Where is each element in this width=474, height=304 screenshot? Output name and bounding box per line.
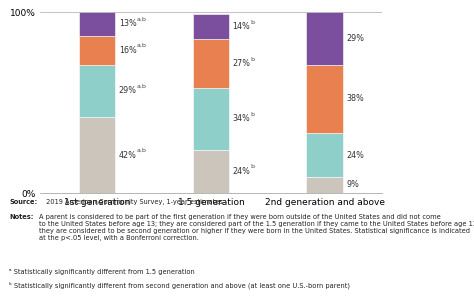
Text: 27%: 27% bbox=[233, 59, 251, 68]
Text: 24%: 24% bbox=[346, 150, 364, 160]
Text: ᵃ Statistically significantly different from 1.5 generation: ᵃ Statistically significantly different … bbox=[9, 269, 195, 275]
Bar bbox=[193, 39, 229, 88]
Text: 13%: 13% bbox=[119, 19, 137, 28]
Text: 2019 American Community Survey, 1-year estimates: 2019 American Community Survey, 1-year e… bbox=[44, 199, 222, 205]
Text: b: b bbox=[250, 57, 254, 62]
Text: b: b bbox=[250, 164, 254, 169]
Bar bbox=[307, 12, 343, 65]
Text: 9%: 9% bbox=[346, 180, 359, 189]
Text: 14%: 14% bbox=[233, 22, 250, 31]
Text: Source:: Source: bbox=[9, 199, 38, 205]
Text: ᵇ Statistically significantly different from second generation and above (at lea: ᵇ Statistically significantly different … bbox=[9, 281, 350, 289]
Text: 34%: 34% bbox=[233, 114, 250, 123]
Text: b: b bbox=[250, 112, 254, 117]
Text: A parent is considered to be part of the first generation if they were born outs: A parent is considered to be part of the… bbox=[39, 214, 474, 241]
Bar bbox=[307, 65, 343, 133]
Text: a,b: a,b bbox=[137, 148, 146, 153]
Bar bbox=[193, 88, 229, 150]
Text: 29%: 29% bbox=[346, 34, 365, 43]
Bar bbox=[193, 150, 229, 193]
Text: 24%: 24% bbox=[233, 167, 250, 176]
Text: a,b: a,b bbox=[137, 17, 146, 22]
Text: 16%: 16% bbox=[119, 46, 137, 55]
Bar bbox=[79, 12, 115, 36]
Text: 29%: 29% bbox=[119, 86, 137, 95]
Text: a,b: a,b bbox=[137, 84, 146, 89]
Bar bbox=[193, 14, 229, 39]
Text: a,b: a,b bbox=[137, 43, 146, 48]
Text: Notes:: Notes: bbox=[9, 214, 34, 220]
Bar bbox=[307, 133, 343, 177]
Bar bbox=[79, 117, 115, 193]
Bar bbox=[79, 36, 115, 65]
Text: 38%: 38% bbox=[346, 95, 364, 103]
Bar bbox=[79, 65, 115, 117]
Bar bbox=[307, 177, 343, 193]
Text: b: b bbox=[250, 20, 254, 25]
Text: 42%: 42% bbox=[119, 150, 137, 160]
